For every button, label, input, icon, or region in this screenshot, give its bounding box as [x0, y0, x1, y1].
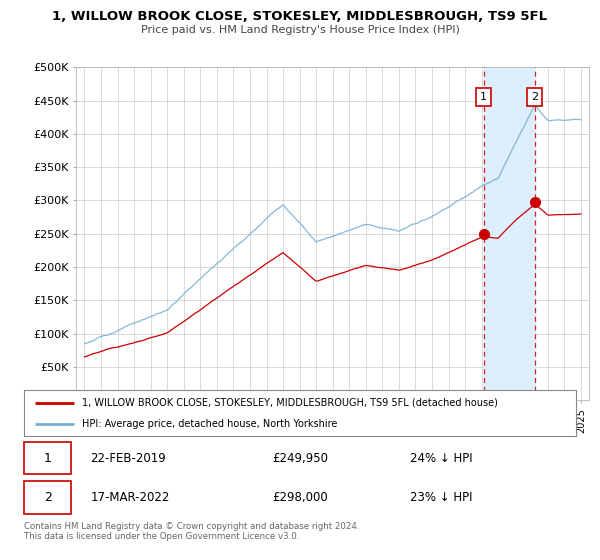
Text: 1, WILLOW BROOK CLOSE, STOKESLEY, MIDDLESBROUGH, TS9 5FL (detached house): 1, WILLOW BROOK CLOSE, STOKESLEY, MIDDLE…	[82, 398, 498, 408]
Text: HPI: Average price, detached house, North Yorkshire: HPI: Average price, detached house, Nort…	[82, 419, 337, 429]
Text: Price paid vs. HM Land Registry's House Price Index (HPI): Price paid vs. HM Land Registry's House …	[140, 25, 460, 35]
Text: 1: 1	[480, 92, 487, 102]
Text: 2: 2	[44, 491, 52, 504]
Text: £249,950: £249,950	[272, 451, 328, 465]
Bar	[484, 67, 535, 400]
Text: 24% ↓ HPI: 24% ↓ HPI	[410, 451, 473, 465]
Text: Contains HM Land Registry data © Crown copyright and database right 2024.
This d: Contains HM Land Registry data © Crown c…	[24, 522, 359, 542]
Text: 1, WILLOW BROOK CLOSE, STOKESLEY, MIDDLESBROUGH, TS9 5FL: 1, WILLOW BROOK CLOSE, STOKESLEY, MIDDLE…	[52, 10, 548, 23]
Text: 1: 1	[44, 451, 52, 465]
FancyBboxPatch shape	[24, 481, 71, 514]
Text: £298,000: £298,000	[272, 491, 328, 504]
Text: 22-FEB-2019: 22-FEB-2019	[90, 451, 166, 465]
Text: 23% ↓ HPI: 23% ↓ HPI	[410, 491, 473, 504]
FancyBboxPatch shape	[24, 442, 71, 474]
Text: 17-MAR-2022: 17-MAR-2022	[90, 491, 170, 504]
Text: 2: 2	[531, 92, 538, 102]
